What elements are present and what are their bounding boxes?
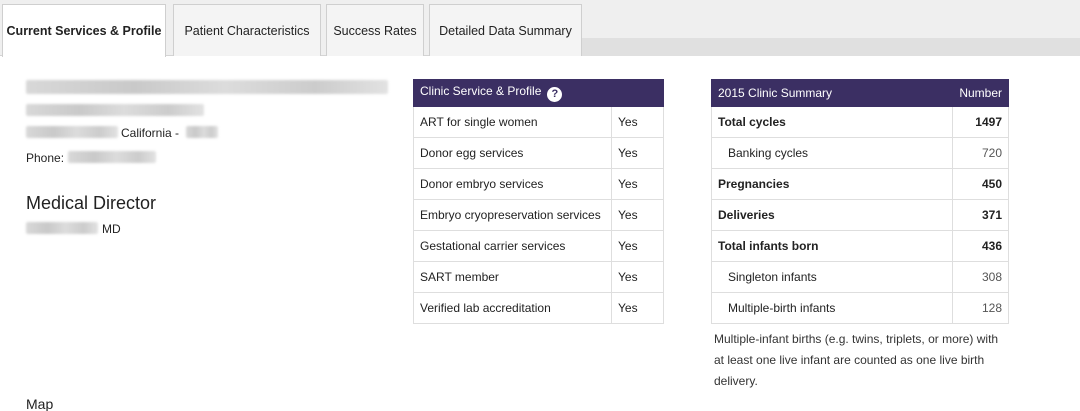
state-text: California - [121,126,180,140]
table-row: Embryo cryopreservation services Yes [413,199,664,231]
map-label: Map [26,396,54,411]
table-row: Donor embryo services Yes [413,168,664,200]
table-row: SART member Yes [413,261,664,293]
redacted-director-name [26,222,98,234]
summary-label: Total cycles [710,106,954,138]
service-label: Verified lab accreditation [413,292,612,324]
tab-detailed-data-summary[interactable]: Detailed Data Summary [429,4,582,56]
redacted-zip [186,126,218,138]
service-value: Yes [611,292,664,324]
summary-value: 128 [952,292,1009,324]
summary-label: Banking cycles [710,137,954,169]
summary-label: Deliveries [710,199,954,231]
table-row: Total infants born 436 [710,230,1009,262]
service-value: Yes [611,106,664,138]
summary-header-number: Number [952,79,1009,107]
table-row: Total cycles 1497 [710,106,1009,138]
service-value: Yes [611,168,664,200]
summary-value: 371 [952,199,1009,231]
summary-footnote: Multiple-infant births (e.g. twins, trip… [714,332,999,388]
redacted-clinic-name [26,80,388,94]
summary-label: Total infants born [710,230,954,262]
tab-bar-strip [582,38,1080,56]
summary-value: 720 [952,137,1009,169]
service-label: Donor embryo services [413,168,612,200]
table-row: Donor egg services Yes [413,137,664,169]
tab-patient-characteristics[interactable]: Patient Characteristics [173,4,321,56]
services-header-value [611,79,664,107]
summary-header-label: 2015 Clinic Summary [710,79,954,107]
medical-director-heading: Medical Director [26,193,157,213]
summary-label: Singleton infants [710,261,954,293]
clinic-summary-table: 2015 Clinic Summary Number Total cycles 1… [710,79,1009,324]
summary-value: 1497 [952,106,1009,138]
service-label: SART member [413,261,612,293]
director-suffix: MD [102,222,121,236]
service-value: Yes [611,230,664,262]
summary-value: 450 [952,168,1009,200]
summary-label: Pregnancies [710,168,954,200]
redacted-phone [68,151,156,163]
tab-success-rates[interactable]: Success Rates [326,4,424,56]
help-icon[interactable]: ? [547,87,563,102]
table-row: Multiple-birth infants 128 [710,292,1009,324]
service-value: Yes [611,261,664,293]
services-table: Clinic Service & Profile? ART for single… [413,79,664,324]
tab-bar: Current Services & Profile Patient Chara… [0,0,1080,57]
table-row: Verified lab accreditation Yes [413,292,664,324]
table-row: Gestational carrier services Yes [413,230,664,262]
service-label: ART for single women [413,106,612,138]
service-label: Gestational carrier services [413,230,612,262]
redacted-address-line [26,104,204,116]
tab-current-services[interactable]: Current Services & Profile [2,4,166,57]
services-header: Clinic Service & Profile? [413,79,612,107]
table-row: ART for single women Yes [413,106,664,138]
table-row: Deliveries 371 [710,199,1009,231]
services-header-label: Clinic Service & Profile [420,84,542,98]
service-label: Embryo cryopreservation services [413,199,612,231]
table-row: Singleton infants 308 [710,261,1009,293]
phone-label: Phone: [26,151,65,165]
table-row: Pregnancies 450 [710,168,1009,200]
summary-value: 308 [952,261,1009,293]
service-label: Donor egg services [413,137,612,169]
service-value: Yes [611,199,664,231]
summary-label: Multiple-birth infants [710,292,954,324]
service-value: Yes [611,137,664,169]
redacted-city [26,126,118,138]
summary-value: 436 [952,230,1009,262]
table-row: Banking cycles 720 [710,137,1009,169]
